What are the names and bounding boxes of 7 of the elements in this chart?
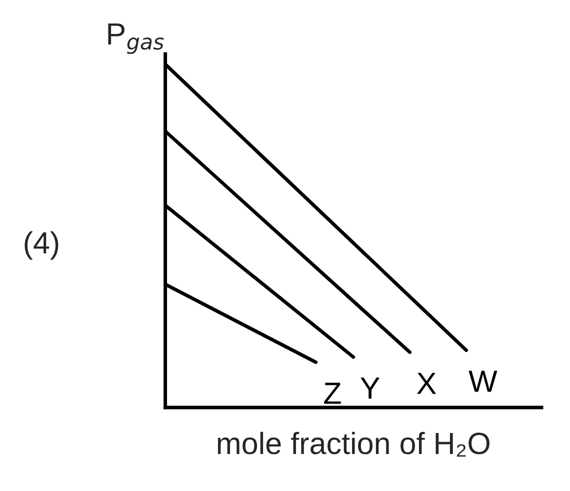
text: (4) [24,231,58,260]
x-axis-title: mole fraction of H₂O [218,432,490,457]
series-label: Z [324,382,341,404]
series-label: W [468,370,498,392]
series-label: X [416,372,436,394]
series-label: Y [360,378,380,399]
y-axis-title: P$_{gas}$ [108,23,164,54]
